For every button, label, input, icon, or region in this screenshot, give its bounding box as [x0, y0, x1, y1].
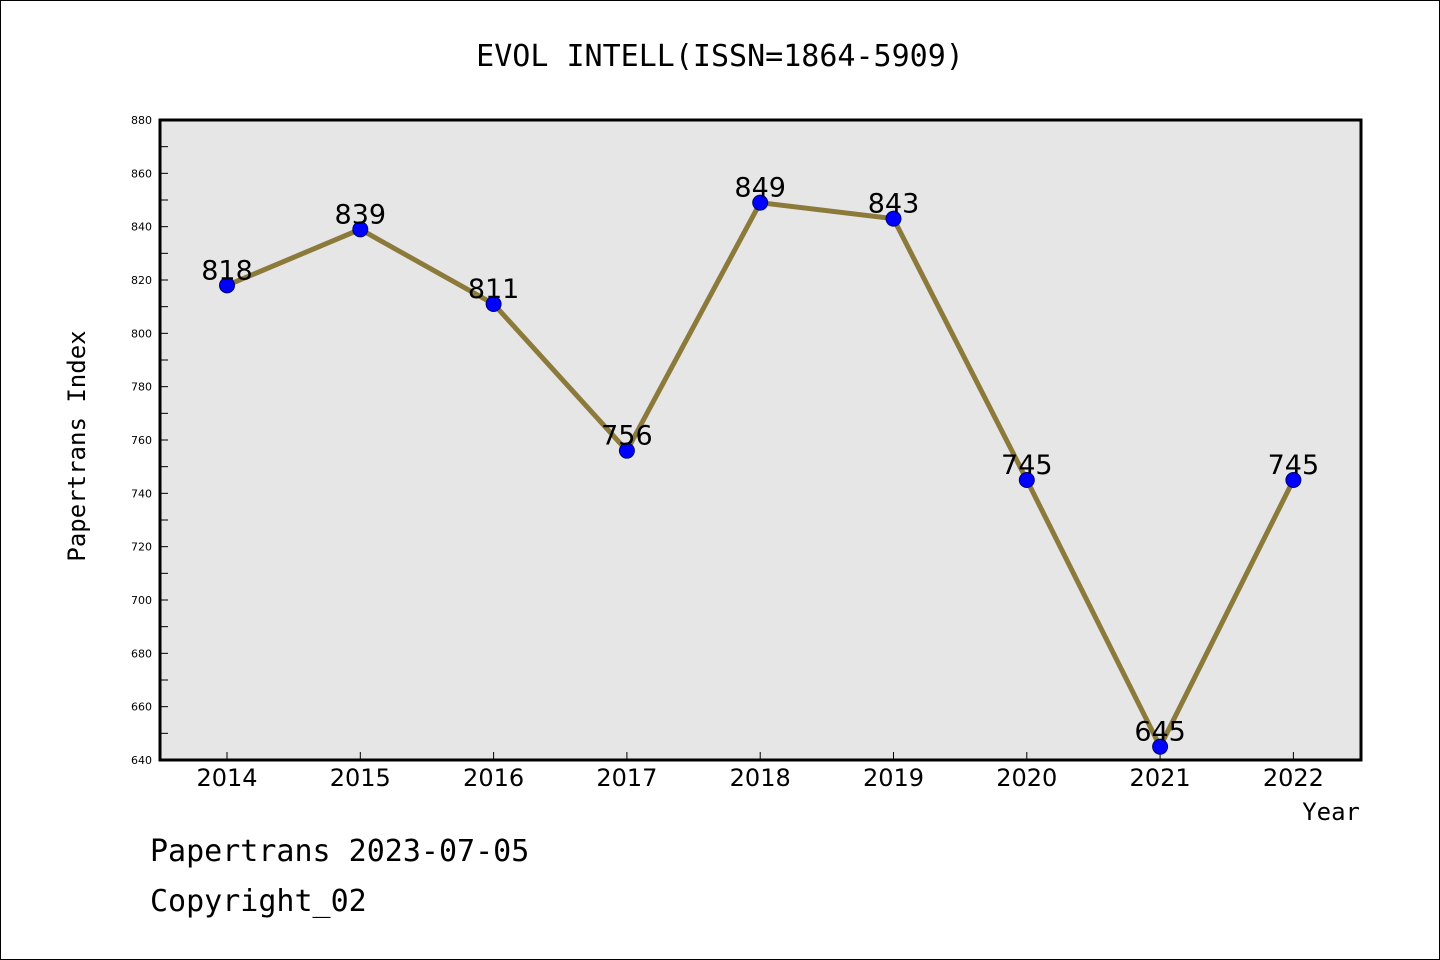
y-tick-label: 720: [131, 541, 152, 554]
data-label: 843: [868, 189, 920, 220]
y-tick-label: 800: [131, 327, 152, 340]
data-point: [1152, 738, 1169, 755]
y-tick-label: 840: [131, 221, 152, 234]
y-tick-label: 740: [131, 487, 152, 500]
y-tick-label: 680: [131, 647, 152, 660]
y-tick-label: 660: [131, 701, 152, 714]
y-tick-label: 760: [131, 434, 152, 447]
x-tick-label: 2014: [196, 764, 257, 792]
data-point: [752, 194, 769, 211]
data-label: 849: [734, 173, 786, 204]
x-tick-label: 2019: [863, 764, 924, 792]
data-label: 839: [335, 199, 387, 230]
data-point: [1018, 472, 1035, 488]
data-point: [219, 277, 235, 294]
data-label: 645: [1134, 717, 1186, 748]
x-axis-label: Year: [1302, 798, 1360, 826]
data-label: 745: [1001, 450, 1053, 481]
data-label: 811: [468, 274, 520, 305]
y-tick-label: 860: [131, 167, 152, 180]
y-tick-label: 640: [131, 754, 152, 767]
data-point: [1285, 472, 1302, 488]
x-tick-label: 2016: [463, 764, 524, 792]
data-point: [885, 210, 902, 227]
y-tick-label: 820: [131, 274, 152, 287]
data-label: 818: [201, 255, 253, 286]
data-labels: 818 839 811 756 849 843 745 645 745: [201, 173, 1319, 748]
data-label: 745: [1268, 450, 1320, 481]
y-axis-ticks: 640 660 680 700 720 740 760 780 800 820 840 860 880: [131, 114, 168, 767]
x-tick-label: 2018: [730, 764, 791, 792]
y-axis-label: Papertrans Index: [63, 330, 91, 561]
footer-date: Papertrans 2023-07-05: [150, 834, 530, 869]
data-label: 756: [601, 421, 653, 452]
x-tick-label: 2017: [596, 764, 657, 792]
series-group: [219, 194, 1302, 755]
x-tick-label: 2020: [996, 764, 1057, 792]
chart-title: EVOL INTELL(ISSN=1864-5909): [476, 39, 964, 74]
x-tick-label: 2022: [1263, 764, 1324, 792]
data-point: [352, 221, 369, 238]
data-point: [485, 296, 502, 312]
x-tick-label: 2015: [330, 764, 391, 792]
y-tick-label: 780: [131, 381, 152, 394]
footer-copyright: Copyright_02: [150, 884, 367, 919]
x-axis-ticks: 2014 2015 2016 2017 2018 2019 2020 2021 2022: [196, 752, 1324, 792]
x-tick-label: 2021: [1130, 764, 1191, 792]
y-tick-label: 700: [131, 594, 152, 607]
y-tick-label: 880: [131, 114, 152, 127]
data-point: [618, 442, 635, 459]
